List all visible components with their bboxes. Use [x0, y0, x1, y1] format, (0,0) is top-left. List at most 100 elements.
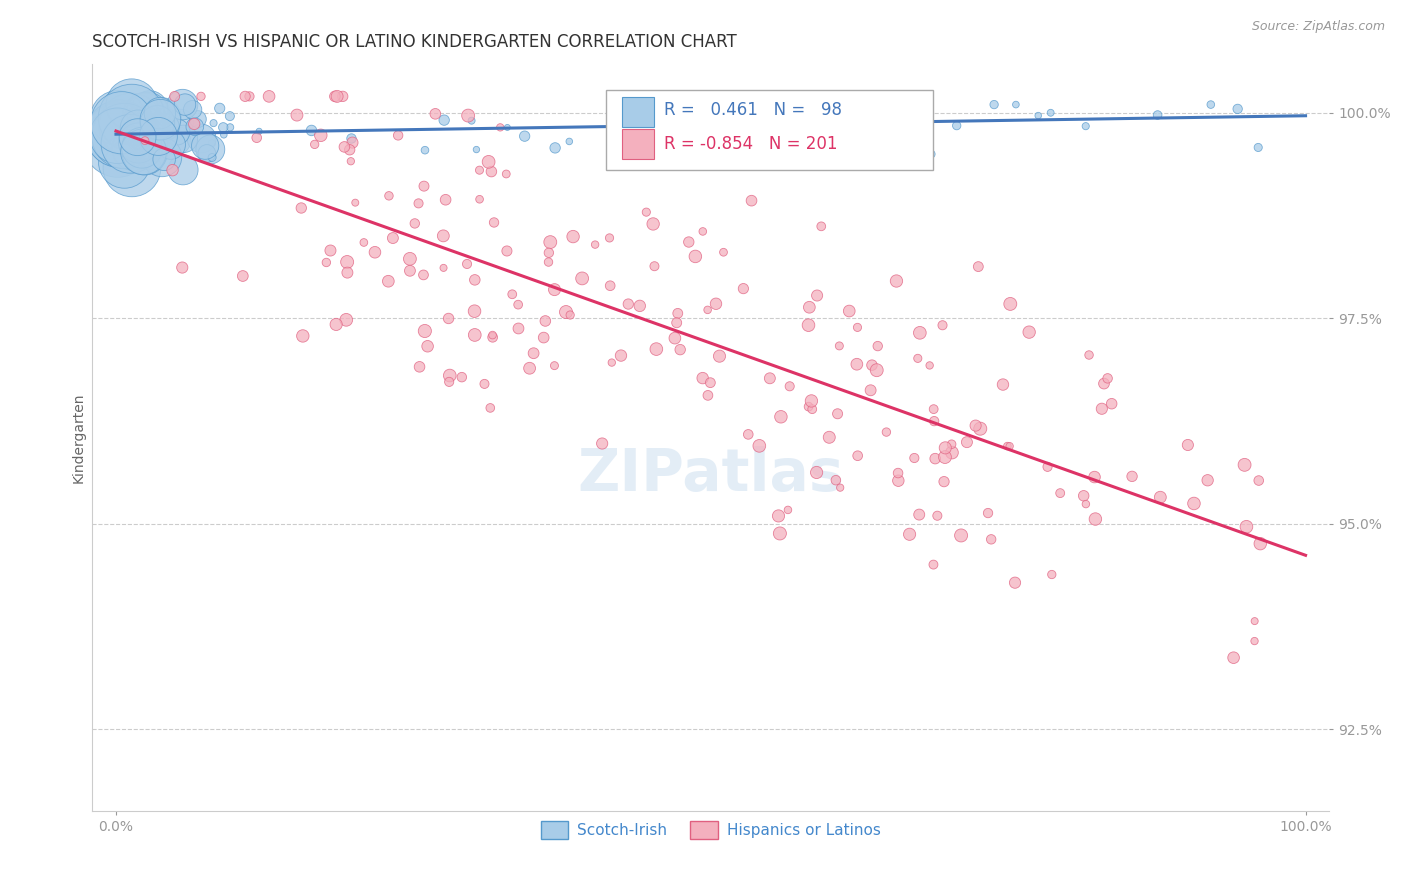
- Point: [120, 136, 142, 151]
- Point: [696, 302, 718, 317]
- Point: [1049, 486, 1071, 500]
- Point: [326, 89, 349, 103]
- Text: SCOTCH-IRISH VS HISPANIC OR LATINO KINDERGARTEN CORRELATION CHART: SCOTCH-IRISH VS HISPANIC OR LATINO KINDE…: [93, 33, 737, 51]
- Text: R = -0.854   N = 201: R = -0.854 N = 201: [664, 136, 837, 153]
- Point: [866, 363, 889, 377]
- Point: [174, 97, 197, 112]
- Point: [956, 435, 979, 450]
- Legend: Scotch-Irish, Hispanics or Latinos: Scotch-Irish, Hispanics or Latinos: [534, 814, 887, 845]
- Point: [733, 282, 755, 296]
- Point: [636, 205, 658, 219]
- Point: [818, 430, 841, 444]
- Point: [408, 359, 430, 374]
- Point: [141, 146, 163, 161]
- Point: [120, 118, 142, 132]
- Point: [797, 318, 820, 333]
- Point: [709, 349, 731, 363]
- Point: [465, 143, 488, 157]
- Point: [1243, 614, 1265, 628]
- Point: [922, 414, 945, 428]
- Point: [1247, 474, 1270, 488]
- Point: [1243, 634, 1265, 648]
- Point: [941, 445, 963, 459]
- Point: [201, 151, 224, 165]
- Point: [481, 330, 503, 344]
- Point: [583, 237, 606, 252]
- Point: [149, 112, 172, 127]
- Point: [1233, 458, 1256, 472]
- Point: [628, 299, 651, 313]
- Point: [875, 425, 897, 439]
- Point: [353, 235, 375, 250]
- Point: [927, 508, 949, 523]
- Point: [481, 164, 503, 178]
- Point: [571, 271, 593, 285]
- Point: [903, 450, 925, 465]
- Point: [801, 124, 824, 138]
- Point: [977, 506, 1000, 520]
- Point: [172, 97, 194, 112]
- Point: [172, 162, 194, 177]
- Point: [339, 143, 361, 157]
- Point: [333, 140, 356, 154]
- Point: [413, 324, 436, 338]
- Point: [600, 355, 623, 369]
- Point: [456, 257, 478, 271]
- Point: [173, 132, 195, 146]
- Point: [184, 120, 207, 134]
- Point: [908, 508, 931, 522]
- Point: [246, 130, 269, 145]
- Point: [713, 245, 735, 260]
- Point: [544, 141, 567, 155]
- Point: [212, 120, 235, 135]
- Point: [1091, 401, 1114, 416]
- Point: [132, 145, 155, 159]
- Point: [163, 89, 186, 103]
- Point: [922, 558, 945, 572]
- Point: [1084, 512, 1107, 526]
- Point: [149, 106, 172, 120]
- Point: [315, 255, 337, 269]
- Point: [135, 109, 157, 123]
- Point: [319, 244, 342, 258]
- Point: [537, 245, 560, 260]
- Point: [1247, 140, 1270, 154]
- Point: [155, 115, 177, 129]
- Point: [381, 231, 404, 245]
- Point: [336, 255, 359, 269]
- Point: [127, 120, 149, 135]
- Point: [666, 306, 689, 320]
- Point: [201, 136, 224, 151]
- Point: [408, 196, 430, 211]
- Point: [645, 342, 668, 356]
- Point: [519, 361, 541, 376]
- Point: [121, 97, 143, 112]
- Point: [148, 129, 170, 144]
- Point: [702, 107, 724, 121]
- Point: [464, 328, 486, 343]
- Point: [665, 316, 688, 330]
- Point: [413, 179, 436, 194]
- Point: [737, 427, 759, 442]
- Point: [508, 298, 530, 312]
- Point: [146, 116, 169, 130]
- Point: [433, 113, 456, 128]
- Point: [886, 274, 908, 288]
- Point: [247, 124, 270, 138]
- Point: [131, 121, 153, 136]
- Point: [1078, 348, 1101, 362]
- Point: [983, 97, 1005, 112]
- Point: [501, 287, 523, 301]
- Point: [776, 503, 799, 517]
- Point: [413, 143, 436, 157]
- Point: [768, 508, 790, 523]
- Point: [135, 125, 157, 139]
- Point: [887, 474, 910, 488]
- Point: [859, 384, 882, 398]
- Point: [969, 422, 991, 436]
- Point: [633, 137, 655, 152]
- Point: [922, 402, 945, 417]
- Point: [481, 328, 503, 343]
- Point: [800, 393, 823, 408]
- Point: [838, 304, 860, 318]
